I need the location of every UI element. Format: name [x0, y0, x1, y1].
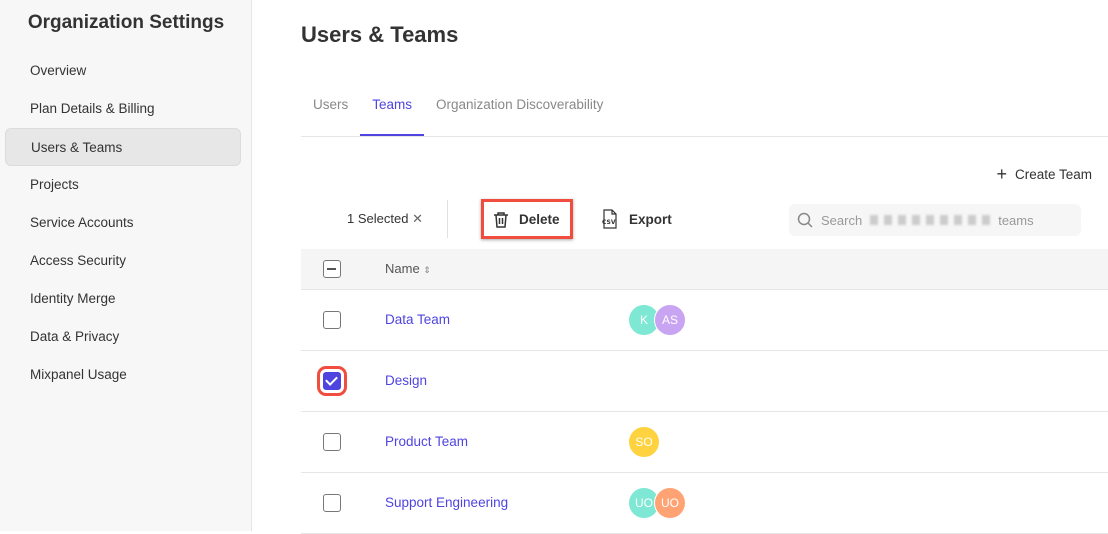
- sidebar-item-data-privacy[interactable]: Data & Privacy: [30, 329, 120, 344]
- trash-icon: [494, 211, 508, 228]
- tab-organization-discoverability[interactable]: Organization Discoverability: [436, 97, 604, 112]
- divider: [447, 200, 448, 238]
- export-button[interactable]: CSV Export: [601, 209, 672, 229]
- sidebar-item-projects[interactable]: Projects: [30, 177, 79, 192]
- row-checkbox[interactable]: [323, 494, 341, 512]
- sidebar-item-service-accounts[interactable]: Service Accounts: [30, 215, 134, 230]
- tab-bar: Users Teams Organization Discoverability: [301, 87, 617, 137]
- avatar[interactable]: SO: [628, 426, 660, 458]
- search-placeholder-suffix: teams: [998, 212, 1034, 228]
- search-input[interactable]: Search teams: [789, 204, 1081, 236]
- table-row[interactable]: Support Engineering UO UO: [301, 473, 1108, 534]
- avatar[interactable]: AS: [654, 304, 686, 336]
- create-team-label: Create Team: [1014, 167, 1092, 182]
- page-title: Users & Teams: [301, 22, 459, 47]
- member-avatars: SO: [628, 426, 660, 458]
- avatar[interactable]: K: [628, 304, 660, 336]
- redacted-text: [870, 215, 991, 225]
- select-all-checkbox[interactable]: [323, 260, 341, 278]
- sidebar-item-users-teams[interactable]: Users & Teams: [5, 128, 241, 166]
- member-avatars: K AS: [628, 304, 686, 336]
- bulk-toolbar: 1 Selected ✕ Delete CSV Export Search te…: [301, 199, 1101, 240]
- name-column-header[interactable]: Name ⇕: [385, 261, 431, 276]
- sidebar-item-identity-merge[interactable]: Identity Merge: [30, 291, 116, 306]
- row-checkbox[interactable]: [317, 366, 347, 396]
- csv-file-icon: CSV: [602, 209, 617, 229]
- table-header: Name ⇕: [301, 249, 1108, 290]
- teams-table: Name ⇕ Data Team K AS Design Product Team SO S…: [301, 249, 1108, 534]
- table-row[interactable]: Design: [301, 351, 1108, 412]
- divider: [301, 136, 1108, 137]
- tab-users[interactable]: Users: [313, 97, 349, 112]
- export-label: Export: [629, 211, 672, 227]
- create-team-button[interactable]: + Create Team: [996, 164, 1092, 185]
- name-header-label: Name: [385, 261, 420, 276]
- search-icon: [797, 212, 813, 228]
- team-name-link[interactable]: Product Team: [385, 434, 469, 449]
- member-avatars: UO UO: [628, 487, 686, 519]
- row-checkbox[interactable]: [323, 433, 341, 451]
- sidebar-item-access-security[interactable]: Access Security: [30, 253, 127, 268]
- selection-count: 1 Selected ✕: [347, 211, 423, 227]
- delete-button[interactable]: Delete: [481, 199, 573, 239]
- sort-icon: ⇕: [423, 265, 431, 275]
- row-checkbox[interactable]: [323, 311, 341, 329]
- clear-selection-icon[interactable]: ✕: [412, 211, 423, 226]
- selected-label: 1 Selected: [347, 211, 409, 226]
- team-name-link[interactable]: Design: [385, 373, 428, 388]
- sidebar-title: Organization Settings: [27, 12, 225, 33]
- sidebar-item-mixpanel-usage[interactable]: Mixpanel Usage: [30, 367, 127, 382]
- sidebar: Organization Settings Overview Plan Detai…: [0, 0, 252, 531]
- sidebar-item-overview[interactable]: Overview: [30, 63, 87, 78]
- tab-teams[interactable]: Teams: [360, 87, 425, 136]
- svg-text:CSV: CSV: [602, 219, 616, 226]
- table-row[interactable]: Product Team SO: [301, 412, 1108, 473]
- delete-label: Delete: [519, 211, 560, 227]
- sidebar-nav: Overview Plan Details & Billing Users & Te…: [0, 52, 251, 394]
- team-name-link[interactable]: Data Team: [385, 312, 451, 327]
- avatar[interactable]: UO: [654, 487, 686, 519]
- avatar[interactable]: UO: [628, 487, 660, 519]
- plus-icon: +: [996, 164, 1007, 184]
- team-name-link[interactable]: Support Engineering: [385, 495, 509, 510]
- search-placeholder: Search: [821, 212, 863, 228]
- table-row[interactable]: Data Team K AS: [301, 290, 1108, 351]
- sidebar-item-plan-details-billing[interactable]: Plan Details & Billing: [30, 101, 155, 116]
